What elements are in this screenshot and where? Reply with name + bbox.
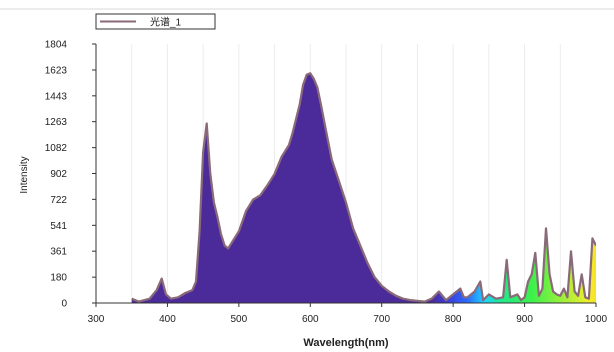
x-tick-label: 700 [373, 314, 390, 325]
series-line [131, 72, 596, 303]
legend: 光谱_1 [95, 13, 216, 30]
x-axis-label: Wavelength(nm) [303, 337, 388, 349]
x-tick-label: 600 [302, 314, 319, 325]
y-tick-label: 902 [50, 169, 67, 180]
x-tick-label: 300 [88, 314, 105, 325]
x-ticks: 300 400 500 600 700 800 900 1000 [88, 303, 608, 325]
y-tick-label: 541 [50, 221, 67, 232]
spectrum-fill [131, 73, 596, 303]
x-tick-label: 400 [159, 314, 176, 325]
y-tick-label: 1082 [45, 143, 68, 154]
series-layer [131, 72, 596, 303]
x-tick-label: 800 [445, 314, 462, 325]
x-tick-label: 500 [231, 314, 248, 325]
legend-box [95, 13, 216, 30]
y-ticks: 0 180 361 541 722 902 1082 1263 1443 1623 1804 [45, 40, 96, 310]
x-tick-label: 1000 [585, 314, 608, 325]
y-tick-label: 722 [50, 195, 67, 206]
y-axis-label: Intensity [19, 156, 30, 193]
x-tick-label: 900 [516, 314, 533, 325]
y-tick-label: 361 [50, 247, 67, 258]
y-tick-label: 1443 [45, 91, 68, 102]
y-tick-label: 0 [61, 299, 67, 310]
y-tick-label: 1804 [45, 40, 68, 51]
legend-label: 光谱_1 [150, 16, 182, 29]
y-tick-label: 1263 [45, 117, 68, 128]
y-tick-label: 1623 [45, 65, 68, 76]
vertical-grid [131, 44, 561, 303]
y-tick-label: 180 [50, 273, 67, 284]
